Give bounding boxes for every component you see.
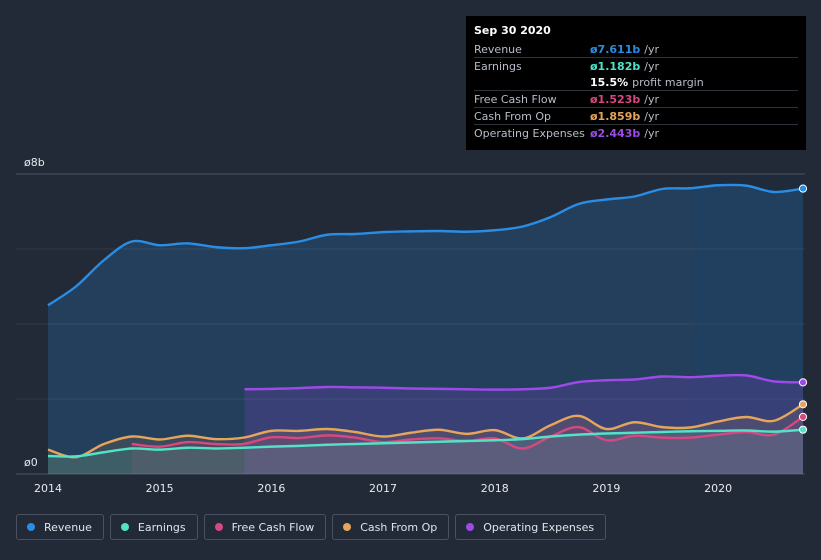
tooltip-unit: /yr — [644, 59, 659, 73]
profit-margin-value: 15.5% — [590, 75, 629, 89]
tooltip-row-earnings: Earnings ø1.182b /yr — [474, 57, 798, 74]
x-tick-label: 2015 — [146, 482, 174, 495]
free-cash-flow-end-dot — [798, 412, 808, 421]
legend-label: Cash From Op — [360, 520, 438, 534]
operating-expenses-area — [244, 374, 803, 474]
legend-dot-icon — [343, 523, 352, 531]
tooltip-unit: /yr — [644, 126, 659, 140]
tooltip-label: Earnings — [474, 59, 522, 73]
legend-item-revenue[interactable]: Revenue — [16, 514, 104, 540]
legend-item-free-cash-flow[interactable]: Free Cash Flow — [203, 514, 327, 540]
legend-item-earnings[interactable]: Earnings — [109, 514, 198, 540]
tooltip-row-operating-expenses: Operating Expenses ø2.443b /yr — [474, 124, 798, 141]
tooltip-value: ø2.443b — [590, 126, 641, 140]
series-lines — [47, 183, 804, 459]
operating-expenses-line — [244, 373, 804, 391]
x-tick-label: 2020 — [704, 482, 732, 495]
legend-dot-icon — [120, 523, 129, 531]
legend-label: Operating Expenses — [483, 520, 595, 534]
legend-dot-icon — [27, 523, 35, 531]
tooltip-label: Revenue — [474, 42, 522, 56]
tooltip-value: ø7.611b — [590, 42, 641, 56]
legend-dot-icon — [214, 523, 223, 531]
tooltip-label: Cash From Op — [474, 109, 552, 123]
tooltip-date: Sep 30 2020 — [474, 24, 551, 37]
tooltip-label: Operating Expenses — [474, 126, 585, 140]
revenue-area — [48, 184, 803, 475]
revenue-line — [47, 183, 804, 307]
tooltip-row-free-cash-flow: Free Cash Flow ø1.523b /yr — [474, 90, 798, 107]
legend-item-operating-expenses[interactable]: Operating Expenses — [455, 514, 607, 540]
y-axis-label-bottom: ø0 — [24, 456, 38, 469]
x-tick-label: 2018 — [481, 482, 509, 495]
x-tick-label: 2019 — [592, 482, 620, 495]
cash-from-op-line — [47, 403, 804, 459]
legend-label: Earnings — [137, 520, 186, 534]
x-axis: 2014 2015 2016 2017 2018 2019 2020 — [34, 482, 732, 495]
earnings-end-dot — [798, 425, 808, 434]
profit-margin-text: profit margin — [632, 75, 704, 89]
legend-item-cash-from-op[interactable]: Cash From Op — [332, 514, 450, 540]
earnings-line — [47, 428, 804, 458]
cash-from-op-end-dot — [798, 400, 808, 409]
free-cash-flow-area — [131, 416, 804, 474]
legend-label: Revenue — [44, 520, 92, 534]
tooltip-row-margin: 15.5% profit margin — [474, 74, 798, 90]
y-axis-label-top: ø8b — [24, 156, 45, 169]
tooltip-row-revenue: Revenue ø7.611b /yr — [474, 41, 798, 57]
x-tick-label: 2016 — [257, 482, 285, 495]
x-tick-label: 2014 — [34, 482, 62, 495]
tooltip-panel: Sep 30 2020 Revenue ø7.611b /yr Earnings… — [466, 16, 806, 150]
x-tick-label: 2017 — [369, 482, 397, 495]
tooltip-row-cash-from-op: Cash From Op ø1.859b /yr — [474, 107, 798, 124]
legend-dot-icon — [466, 523, 475, 531]
tooltip-unit: /yr — [644, 42, 659, 56]
tooltip-value: ø1.182b — [590, 59, 641, 73]
gridlines — [16, 173, 805, 475]
tooltip-unit: /yr — [644, 109, 659, 123]
legend: Revenue Earnings Free Cash Flow Cash Fro… — [16, 514, 607, 542]
revenue-end-dot — [798, 184, 808, 193]
operating-expenses-end-dot — [798, 378, 808, 387]
tooltip-unit: /yr — [644, 92, 659, 106]
tooltip-value: ø1.859b — [590, 109, 641, 123]
tooltip-value: ø1.523b — [590, 92, 641, 106]
tooltip-label: Free Cash Flow — [474, 92, 557, 106]
legend-label: Free Cash Flow — [231, 520, 315, 534]
series-end-dots — [798, 184, 808, 434]
